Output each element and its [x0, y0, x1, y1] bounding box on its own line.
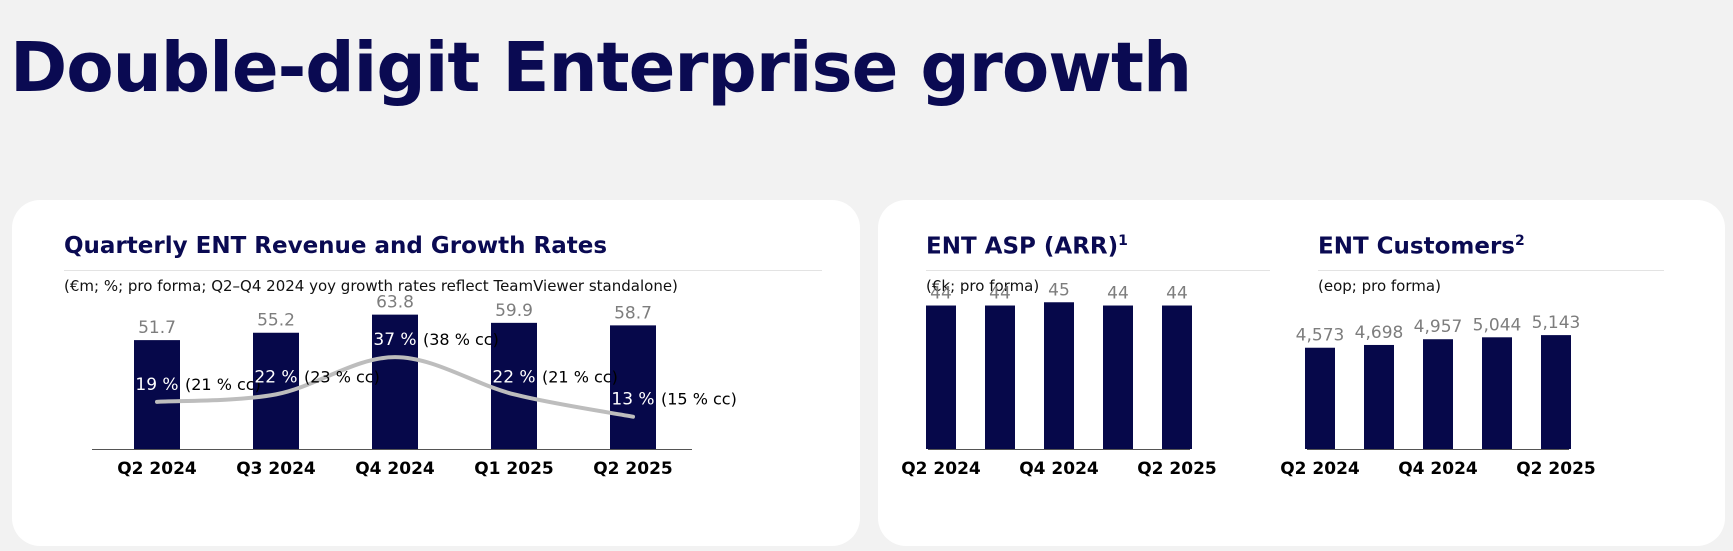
- revenue-title-rule: [64, 270, 822, 271]
- asp-chart-title: ENT ASP (ARR)1: [926, 233, 1128, 260]
- asp-category-label: Q4 2024: [1019, 459, 1099, 479]
- asp-bar: [985, 305, 1015, 449]
- revenue-growth-cc-label: (23 % cc): [304, 367, 380, 386]
- asp-chart-subtitle: (€k; pro forma): [926, 277, 1040, 295]
- revenue-value-label: 51.7: [138, 318, 176, 338]
- asp-value-label: 44: [1107, 284, 1129, 304]
- customers-chart: 4,573 Q2 2024 4,698 4,957 Q4 2024 5,044 5,143 Q…: [1280, 313, 1596, 479]
- asp-bar: [1162, 305, 1192, 449]
- page-title: Double-digit Enterprise growth: [10, 28, 1192, 108]
- customers-value-label: 4,573: [1296, 326, 1345, 346]
- customers-category-label: Q2 2024: [1280, 459, 1360, 479]
- revenue-category-label: Q2 2024: [117, 459, 197, 479]
- revenue-chart-subtitle: (€m; %; pro forma; Q2–Q4 2024 yoy growth…: [64, 277, 678, 295]
- revenue-value-label: 55.2: [257, 311, 295, 331]
- asp-title-rule: [926, 270, 1270, 271]
- revenue-bar: [610, 325, 656, 449]
- revenue-growth-label: 22 %: [254, 367, 297, 387]
- customers-chart-subtitle: (eop; pro forma): [1318, 277, 1441, 295]
- revenue-category-label: Q3 2024: [236, 459, 316, 479]
- customers-category-label: Q2 2025: [1516, 459, 1596, 479]
- customers-bar: [1482, 337, 1512, 449]
- asp-category-label: Q2 2025: [1137, 459, 1217, 479]
- customers-title-rule: [1318, 270, 1664, 271]
- revenue-growth-label: 37 %: [373, 330, 416, 350]
- revenue-value-label: 59.9: [495, 301, 533, 321]
- customers-category-label: Q4 2024: [1398, 459, 1478, 479]
- revenue-chart-title: Quarterly ENT Revenue and Growth Rates: [64, 233, 608, 259]
- revenue-chart-card: Quarterly ENT Revenue and Growth Rates (…: [12, 200, 860, 546]
- asp-category-label: Q2 2024: [901, 459, 981, 479]
- customers-bar: [1364, 344, 1394, 449]
- revenue-bar: [491, 322, 537, 449]
- asp-chart: 44 Q2 2024 44 45 Q4 2024 44 44 Q2 2025: [901, 280, 1217, 479]
- customers-value-label: 4,698: [1355, 323, 1404, 343]
- asp-value-label: 45: [1048, 280, 1070, 300]
- revenue-growth-line: [155, 355, 635, 419]
- revenue-category-label: Q1 2025: [474, 459, 554, 479]
- customers-bar: [1541, 335, 1571, 449]
- customers-chart-title: ENT Customers2: [1318, 233, 1525, 260]
- revenue-category-label: Q2 2025: [593, 459, 673, 479]
- revenue-growth-cc-label: (38 % cc): [423, 330, 499, 349]
- revenue-growth-label: 19 %: [135, 375, 178, 395]
- customers-value-label: 4,957: [1414, 317, 1463, 337]
- revenue-value-label: 58.7: [614, 303, 652, 323]
- revenue-chart: 51.7 Q2 2024 55.2 Q3 2024 63.8 Q4 2024 59.9 Q1 …: [92, 293, 737, 479]
- revenue-bar: [134, 340, 180, 449]
- asp-bar: [926, 305, 956, 449]
- revenue-growth-cc-label: (21 % cc): [185, 375, 261, 394]
- revenue-value-label: 63.8: [376, 293, 414, 313]
- revenue-category-label: Q4 2024: [355, 459, 435, 479]
- revenue-growth-cc-label: (15 % cc): [661, 390, 737, 409]
- customers-footnote-mark: 2: [1515, 233, 1525, 249]
- customers-value-label: 5,044: [1473, 315, 1522, 335]
- kpi-charts-card: ENT ASP (ARR)1 (€k; pro forma) 44 Q2 2024…: [878, 200, 1725, 546]
- asp-value-label: 44: [930, 284, 952, 304]
- revenue-growth-label: 13 %: [611, 390, 654, 410]
- revenue-growth-cc-label: (21 % cc): [542, 367, 618, 386]
- customers-bar: [1305, 347, 1335, 449]
- customers-value-label: 5,143: [1532, 313, 1581, 333]
- asp-bar: [1044, 302, 1074, 449]
- asp-value-label: 44: [989, 284, 1011, 304]
- asp-value-label: 44: [1166, 284, 1188, 304]
- asp-footnote-mark: 1: [1118, 233, 1128, 249]
- asp-bar: [1103, 305, 1133, 449]
- revenue-bar: [372, 314, 418, 449]
- customers-bar: [1423, 339, 1453, 449]
- revenue-growth-label: 22 %: [492, 367, 535, 387]
